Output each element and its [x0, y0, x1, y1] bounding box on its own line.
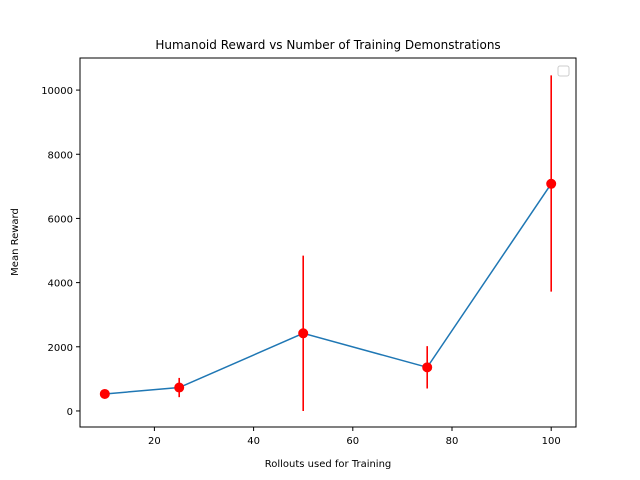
x-tick-label: 60 [346, 436, 359, 447]
data-point [546, 178, 557, 189]
y-tick-label: 2000 [48, 343, 73, 354]
x-tick-label: 20 [148, 436, 161, 447]
x-tick-label: 40 [247, 436, 260, 447]
data-point [174, 382, 185, 393]
y-tick-label: 8000 [48, 150, 73, 161]
plot-frame [79, 57, 577, 428]
chart-title: Humanoid Reward vs Number of Training De… [155, 38, 500, 52]
y-tick-label: 0 [67, 407, 73, 418]
x-tick-label: 80 [446, 436, 459, 447]
axes-layer: 20 40 60 80 100 0 2000 4000 6000 8000 10000 [41, 86, 561, 447]
y-tick-label: 10000 [41, 86, 73, 97]
series-layer [99, 75, 557, 411]
data-point [422, 362, 433, 373]
x-axis-label: Rollouts used for Training [265, 459, 392, 470]
legend-box [557, 65, 570, 77]
data-point [298, 328, 309, 339]
y-axis-label: Mean Reward [10, 208, 21, 276]
y-tick-label: 4000 [48, 279, 73, 290]
data-point [99, 388, 110, 399]
y-tick-label: 6000 [48, 214, 73, 225]
x-tick-label: 100 [542, 436, 561, 447]
